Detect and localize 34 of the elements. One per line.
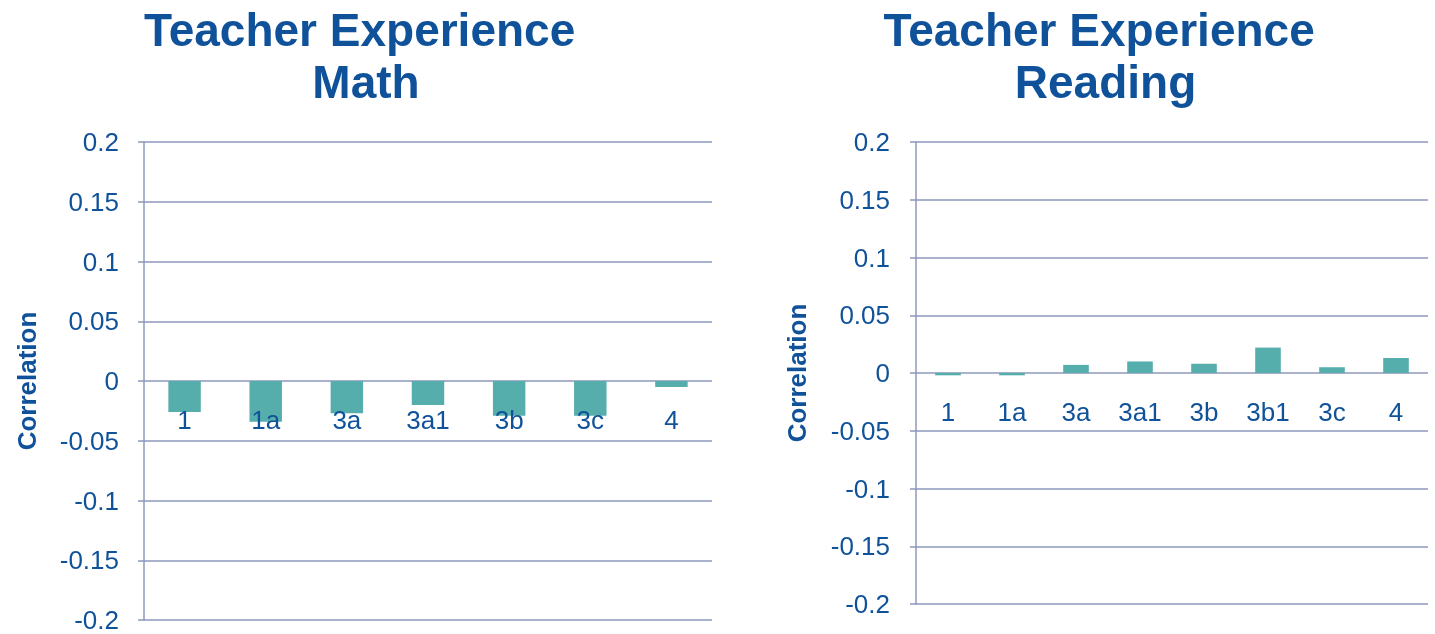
x-tick-label: 3b1 bbox=[1246, 397, 1290, 427]
y-tick-label: 0.2 bbox=[853, 127, 890, 157]
x-tick-label: 4 bbox=[664, 405, 679, 435]
x-tick-label: 3a1 bbox=[1118, 397, 1162, 427]
y-tick-label: -0.15 bbox=[59, 545, 119, 576]
y-tick-label: 0.05 bbox=[68, 306, 119, 337]
y-tick-label: -0.2 bbox=[74, 605, 119, 634]
y-tick-label: -0.05 bbox=[59, 425, 119, 456]
x-tick-label: 3a bbox=[1061, 397, 1091, 427]
chart-title: Teacher Experience Reading bbox=[883, 4, 1328, 108]
y-tick-label: 0 bbox=[104, 366, 119, 396]
y-tick-label: -0.05 bbox=[830, 415, 890, 446]
y-tick-label: 0.1 bbox=[853, 242, 890, 273]
y-axis-title: Correlation bbox=[12, 311, 42, 451]
x-tick-label: 3b bbox=[1189, 397, 1219, 427]
y-tick-label: -0.2 bbox=[845, 589, 890, 619]
y-tick-label: 0.15 bbox=[839, 184, 890, 215]
chart-title: Teacher Experience Math bbox=[143, 4, 589, 108]
y-tick-label: 0.05 bbox=[839, 300, 890, 331]
x-tick-label: 3a bbox=[332, 405, 362, 435]
y-tick-label: -0.15 bbox=[830, 531, 890, 562]
y-tick-label: 0.2 bbox=[82, 127, 119, 157]
y-tick-label: 0 bbox=[875, 358, 890, 388]
y-tick-label: 0.15 bbox=[68, 186, 119, 217]
y-axis-title: Correlation bbox=[782, 303, 812, 443]
x-tick-label: 4 bbox=[1388, 397, 1404, 427]
y-tick-label: -0.1 bbox=[74, 485, 119, 516]
y-tick-label: -0.1 bbox=[845, 473, 890, 504]
x-tick-label: 1 bbox=[940, 397, 956, 427]
x-tick-label: 1a bbox=[997, 397, 1027, 427]
x-tick-label: 3c bbox=[1318, 397, 1346, 427]
y-tick-label: 0.1 bbox=[82, 246, 119, 277]
x-tick-label: 3a1 bbox=[406, 405, 450, 435]
x-tick-label: 1 bbox=[177, 405, 192, 435]
